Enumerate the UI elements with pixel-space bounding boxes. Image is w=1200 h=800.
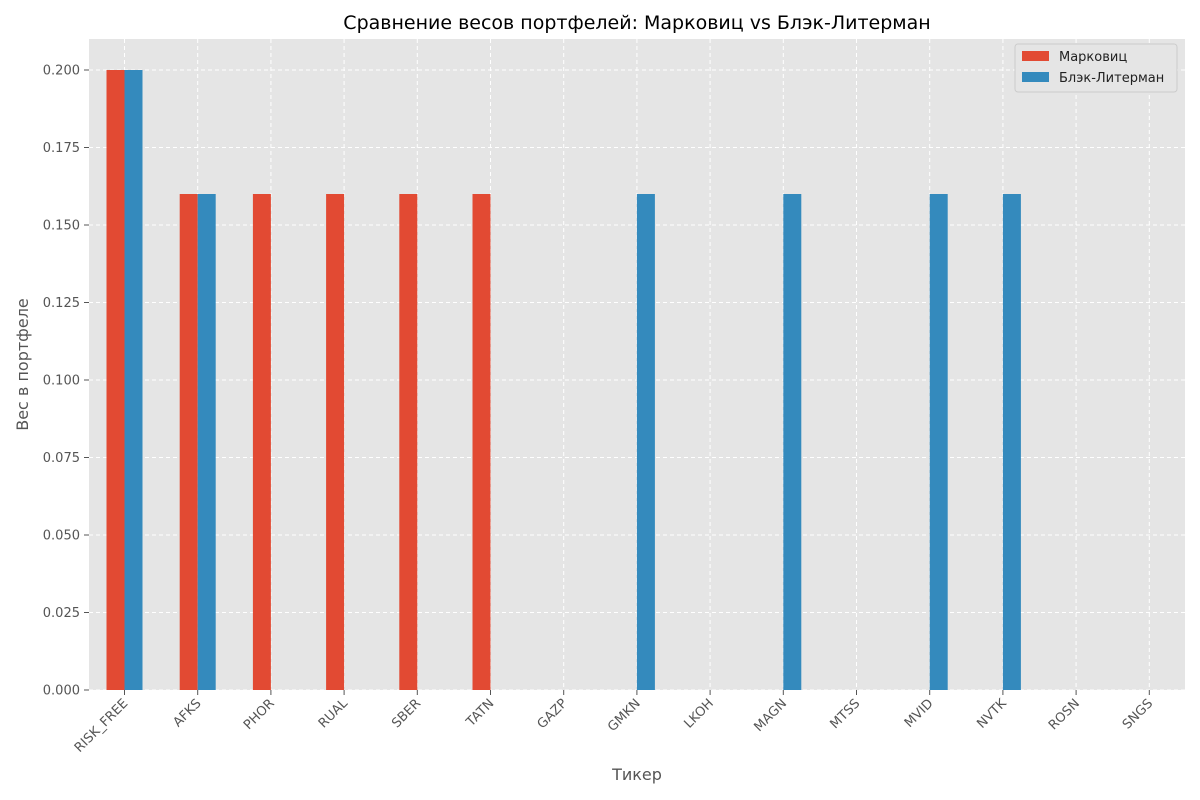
bar-black-litterman-magn <box>783 194 802 690</box>
x-tick-label: NVTK <box>974 696 1010 732</box>
bar-black-litterman-mvid <box>929 194 948 690</box>
y-tick-label: 0.050 <box>43 529 80 544</box>
y-tick-label: 0.175 <box>43 141 80 156</box>
x-tick-label: SBER <box>389 696 424 731</box>
y-axis-label: Вес в портфеле <box>13 298 32 431</box>
bar-markowitz-phor <box>252 194 271 690</box>
legend: Марковиц Блэк-Литерман <box>1014 43 1178 93</box>
bar-markowitz-tatn <box>472 194 491 690</box>
x-tick-label: AFKS <box>170 696 204 730</box>
legend-box <box>1014 43 1178 93</box>
legend-label-black-litterman: Блэк-Литерман <box>1059 71 1164 86</box>
x-tick-label: PHOR <box>241 696 278 733</box>
legend-label-markowitz: Марковиц <box>1059 50 1127 65</box>
y-tick-label: 0.125 <box>43 296 80 311</box>
y-tick-label: 0.075 <box>43 451 80 466</box>
legend-swatch-markowitz <box>1022 51 1049 61</box>
x-tick-label: GMKN <box>605 696 644 735</box>
x-tick-label: SNGS <box>1120 696 1156 732</box>
y-tick-label: 0.000 <box>43 684 80 699</box>
bar-markowitz-risk_free <box>106 70 125 690</box>
x-tick-label: MAGN <box>751 696 790 735</box>
chart-title: Сравнение весов портфелей: Марковиц vs Б… <box>343 12 930 34</box>
x-tick-label: ROSN <box>1046 696 1083 733</box>
x-tick-label: GAZP <box>535 696 571 732</box>
bar-markowitz-rual <box>326 194 345 690</box>
y-tick-label: 0.100 <box>43 374 80 389</box>
legend-swatch-black-litterman <box>1022 72 1049 82</box>
bar-markowitz-sber <box>399 194 418 690</box>
bar-black-litterman-risk_free <box>124 70 143 690</box>
bar-black-litterman-afks <box>197 194 216 690</box>
bar-markowitz-afks <box>179 194 198 690</box>
y-tick-label: 0.150 <box>43 219 80 234</box>
x-tick-label: RUAL <box>316 696 352 732</box>
x-tick-label: TATN <box>463 696 497 730</box>
x-tick-label: RISK_FREE <box>72 696 131 755</box>
y-tick-label: 0.025 <box>43 606 80 621</box>
bar-black-litterman-gmkn <box>636 194 655 690</box>
x-tick-label: LKOH <box>682 696 717 731</box>
y-tick-label: 0.200 <box>43 64 80 79</box>
bars <box>106 70 1021 690</box>
x-tick-label: MVID <box>902 696 937 731</box>
x-axis-label: Тикер <box>611 765 662 784</box>
bar-black-litterman-nvtk <box>1002 194 1021 690</box>
x-tick-label: MTSS <box>827 696 863 732</box>
